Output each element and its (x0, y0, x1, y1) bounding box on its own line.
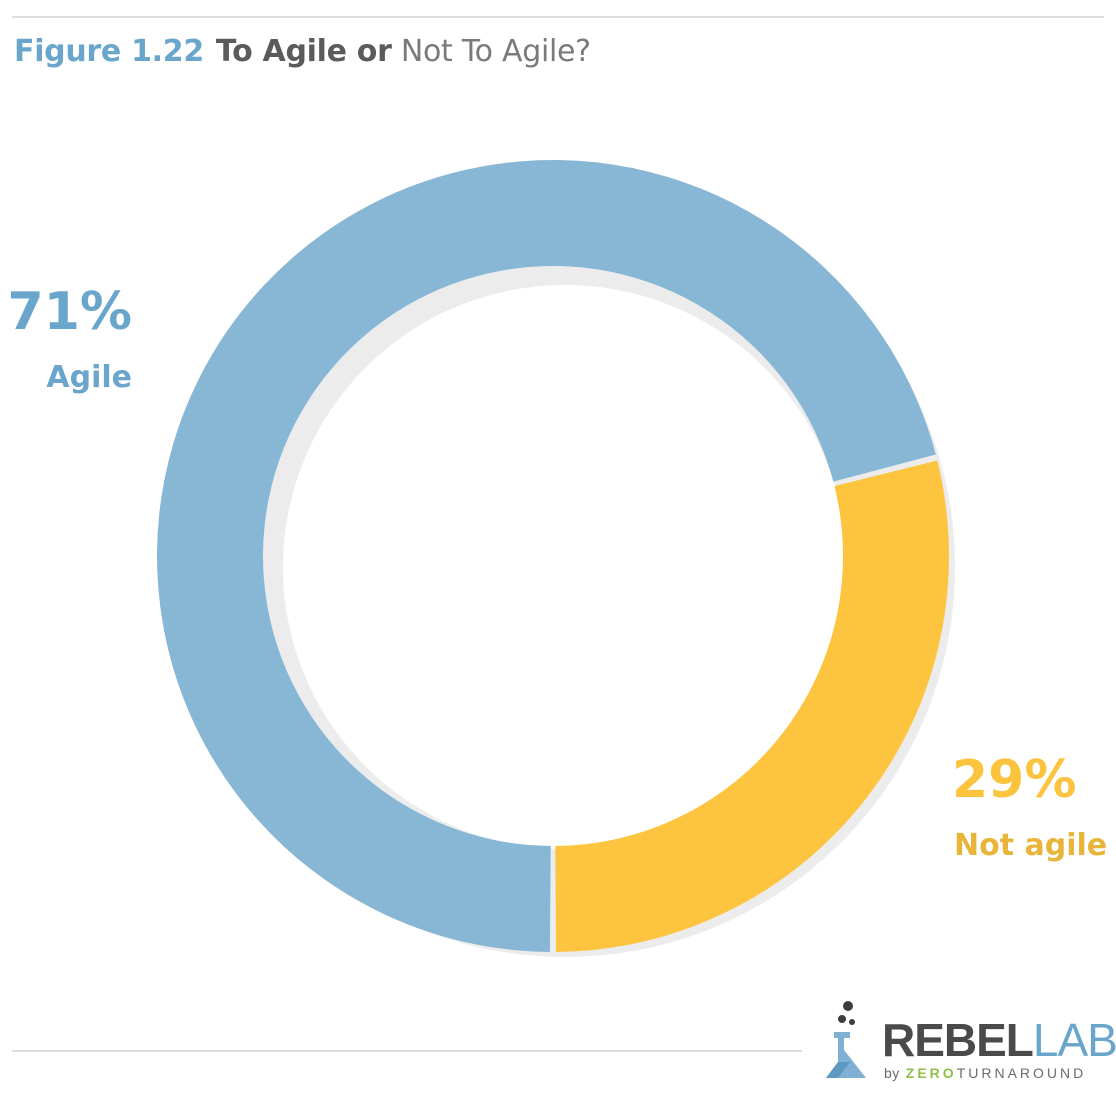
top-divider (12, 16, 1104, 18)
agile-category-label: Agile (46, 360, 132, 395)
not-agile-percentage-label: 29% (952, 750, 1077, 810)
title-bold-text: To Agile or (215, 34, 392, 69)
donut-slice-not-agile (555, 460, 949, 952)
not-agile-category-label: Not agile (954, 828, 1108, 863)
logo-byline: by ZEROTURNAROUND (884, 1065, 1087, 1081)
agile-percentage-label: 71% (7, 282, 132, 342)
logo-wordmark: REBELLABS (882, 1014, 1116, 1066)
figure-number: Figure 1.22 (14, 34, 204, 69)
chart-title: Figure 1.22 To Agile or Not To Agile? (14, 30, 591, 74)
flask-icon (826, 1001, 866, 1078)
donut-slices (157, 160, 949, 952)
bottom-divider (12, 1050, 802, 1052)
title-light-text: Not To Agile? (391, 34, 591, 69)
